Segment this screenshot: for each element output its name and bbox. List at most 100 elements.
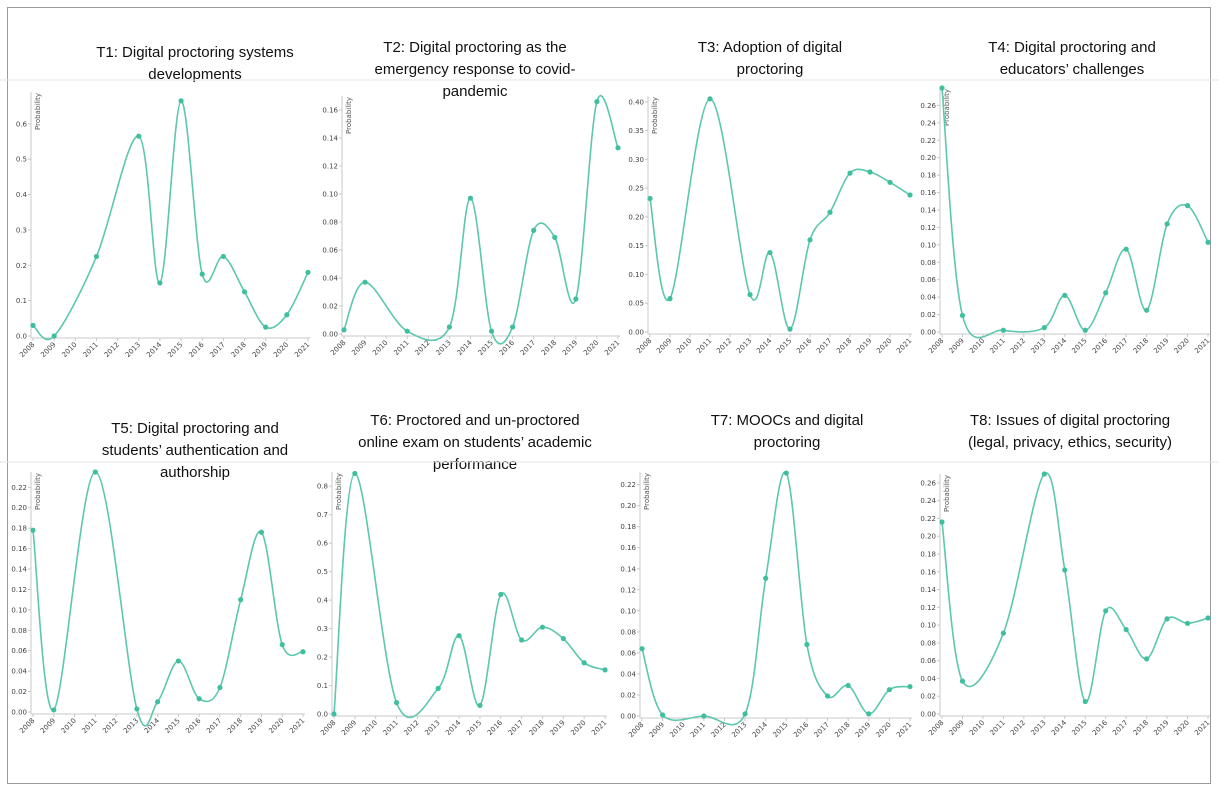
x-tick-label: 2017 — [1111, 719, 1129, 737]
y-tick-label: 0.25 — [628, 185, 644, 193]
data-point — [767, 249, 773, 256]
y-tick-label: 0.08 — [620, 628, 636, 636]
y-tick-label: 0.10 — [322, 191, 338, 199]
y-tick-label: 0.10 — [920, 622, 936, 630]
x-tick-label: 2021 — [288, 717, 306, 735]
y-tick-label: 0.02 — [920, 693, 936, 701]
data-point — [241, 289, 248, 295]
y-tick-label: 0.16 — [11, 545, 27, 553]
x-tick-label: 2013 — [124, 341, 142, 359]
axis-lines — [341, 96, 620, 337]
y-tick-label: 0.20 — [11, 504, 27, 512]
x-tick-label: 2017 — [813, 721, 831, 739]
series-line — [333, 472, 606, 719]
data-point — [446, 324, 452, 330]
x-tick-label: 2010 — [968, 719, 986, 737]
data-point — [787, 326, 793, 332]
y-tick-label: 0.06 — [920, 657, 936, 665]
axis-lines — [639, 472, 912, 719]
y-tick-label: 0.4 — [16, 191, 28, 199]
data-point — [220, 253, 226, 260]
x-tick-label: 2013 — [423, 719, 441, 737]
line-chart-t8: 0.00 0.02 0.04 0.06 0.08 0.10 0.12 0.14 0.16 0.18… — [908, 461, 1219, 737]
chart-title-t4: T4: Digital proctoring and educators’ ch… — [988, 39, 1156, 78]
x-tick-label: 2010 — [361, 719, 379, 737]
x-tick-label: 2015 — [771, 721, 789, 739]
y-tick-label: 0.14 — [920, 586, 936, 594]
x-tick-label: 2012 — [1009, 337, 1027, 355]
data-point — [531, 227, 537, 233]
y-tick-label: 0.16 — [920, 568, 936, 576]
x-tick-label: 2013 — [122, 717, 140, 735]
data-point — [30, 527, 36, 533]
chart-title-t1: T1: Digital proctoring systems developme… — [96, 44, 294, 83]
y-tick-label: 0.02 — [920, 311, 936, 319]
x-tick-label: 2011 — [382, 719, 400, 737]
y-tick-label: 0.00 — [620, 713, 636, 721]
data-point — [1184, 203, 1191, 209]
y-tick-label: 0.18 — [920, 172, 936, 180]
x-tick-label: 2020 — [875, 337, 893, 355]
data-point — [701, 713, 707, 719]
series-line — [941, 472, 1209, 703]
y-tick-label: 0.26 — [920, 102, 936, 110]
data-point — [539, 624, 546, 630]
x-tick-label: 2019 — [854, 721, 872, 739]
x-tick-label: 2011 — [689, 721, 707, 739]
chart-title-t3: T3: Adoption of digital proctoring — [697, 39, 843, 78]
x-tick-label: 2012 — [403, 719, 421, 737]
data-point — [51, 707, 57, 713]
data-point — [30, 322, 36, 328]
y-axis-label: Probability — [943, 475, 951, 512]
x-tick-label: 2008 — [927, 337, 945, 355]
x-tick-label: 2015 — [164, 717, 182, 735]
y-tick-label: 0.02 — [11, 688, 27, 696]
data-point — [1164, 221, 1170, 227]
data-point — [279, 641, 285, 648]
data-point — [488, 328, 495, 334]
y-tick-label: 0.22 — [11, 484, 27, 492]
x-tick-label: 2020 — [569, 719, 587, 737]
data-point — [866, 711, 872, 717]
data-point — [639, 646, 645, 652]
x-tick-label: 2009 — [948, 719, 966, 737]
x-tick-label: 2017 — [1111, 337, 1129, 355]
y-tick-label: 0.12 — [920, 604, 936, 612]
data-point — [939, 85, 945, 91]
x-tick-label: 2019 — [561, 339, 579, 357]
data-point — [959, 312, 966, 319]
data-point — [362, 279, 368, 285]
x-tick-label: 2016 — [1091, 336, 1110, 355]
data-point — [1041, 325, 1047, 331]
data-point — [660, 712, 666, 718]
x-tick-label: 2008 — [627, 721, 645, 739]
y-tick-label: 0.06 — [920, 276, 936, 284]
x-tick-label: 2014 — [1050, 336, 1069, 355]
data-point — [939, 519, 945, 525]
y-tick-label: 0.10 — [620, 607, 636, 615]
data-point — [136, 133, 142, 139]
data-point — [196, 696, 202, 702]
y-tick-label: 0.40 — [628, 98, 644, 106]
data-point — [92, 469, 98, 475]
data-point — [1041, 471, 1047, 477]
x-tick-label: 2009 — [39, 717, 57, 735]
y-tick-label: 0.30 — [628, 156, 644, 164]
x-tick-label: 2009 — [39, 341, 57, 359]
data-point — [845, 682, 851, 689]
x-tick-label: 2016 — [486, 718, 505, 737]
data-point — [404, 328, 410, 334]
data-point — [393, 700, 400, 706]
x-tick-label: 2010 — [371, 339, 389, 357]
data-point — [647, 195, 653, 202]
data-point — [352, 470, 358, 477]
data-point — [667, 296, 673, 302]
y-tick-label: 0.10 — [628, 271, 644, 279]
y-tick-label: 0.18 — [620, 523, 636, 531]
y-tick-label: 0.18 — [11, 525, 27, 533]
y-tick-label: 0.18 — [920, 551, 936, 559]
data-point — [824, 693, 831, 699]
x-tick-label: 2009 — [350, 339, 368, 357]
y-axis-label: Probability — [643, 473, 651, 510]
data-point — [1000, 327, 1006, 333]
